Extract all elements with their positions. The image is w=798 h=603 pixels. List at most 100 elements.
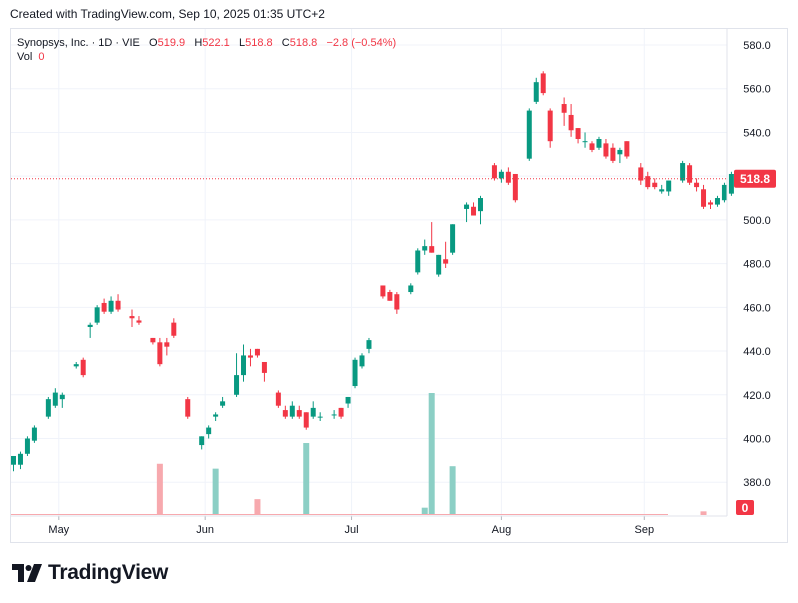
candle-body [282, 410, 288, 417]
price-tick-label: 460.0 [743, 302, 771, 314]
candle-body [680, 163, 686, 181]
change-value: −2.8 (−0.54%) [326, 37, 397, 49]
candle [429, 222, 435, 253]
candle [617, 147, 623, 164]
candle-body [157, 342, 163, 365]
candle [213, 412, 219, 422]
candle-body [429, 246, 435, 253]
candle [31, 425, 37, 443]
candle-body [338, 407, 344, 417]
low-label: L [238, 37, 246, 49]
candle [366, 337, 372, 354]
candle-body [261, 361, 267, 373]
candle [394, 292, 400, 314]
price-tick-label: 500.0 [743, 215, 771, 227]
candle-body [687, 165, 693, 183]
candle [464, 202, 470, 223]
candle [526, 108, 532, 161]
candle [59, 392, 65, 408]
candle [652, 178, 658, 190]
time-tick-label: Sep [634, 524, 654, 536]
candle [275, 390, 281, 408]
chart-legend: Synopsys, Inc. · 1D · VIE O519.9 H522.1 … [17, 36, 396, 64]
price-tick-label: 580.0 [743, 40, 771, 52]
candle [694, 178, 700, 192]
candle [80, 357, 86, 378]
candle [505, 167, 511, 185]
candle [596, 136, 602, 150]
candle-body [568, 114, 574, 131]
candle [171, 318, 177, 338]
candle-body [101, 302, 107, 312]
time-tick-label: Jun [196, 524, 214, 536]
candle-body [694, 182, 700, 188]
candle-body [59, 394, 65, 400]
candle [645, 171, 651, 190]
volume-legend-value: 0 [38, 51, 45, 63]
time-tick-label: Aug [492, 524, 512, 536]
tradingview-logo-text: TradingView [48, 561, 169, 584]
candle [289, 401, 295, 419]
price-tick-label: 480.0 [743, 259, 771, 271]
candle [115, 294, 121, 312]
candle [331, 410, 337, 419]
candle-body [45, 399, 51, 417]
candle-body [721, 184, 727, 201]
candle [87, 322, 93, 338]
candle-body [533, 82, 539, 102]
candle-body [387, 292, 393, 301]
candle-body [345, 396, 351, 404]
candle-body [505, 171, 511, 183]
candle [220, 396, 226, 408]
candle [533, 77, 539, 105]
candle-body [582, 141, 588, 143]
candle-body [708, 202, 713, 205]
candle-body [415, 250, 421, 273]
tradingview-logo-icon [12, 564, 42, 582]
candle [582, 132, 588, 148]
candle-body [471, 206, 477, 216]
candle [241, 344, 247, 382]
candle [45, 396, 51, 419]
candle-body [303, 412, 309, 428]
candle-body [408, 285, 414, 293]
volume-bars [11, 393, 707, 515]
candle-body [164, 342, 170, 347]
candle-body [380, 285, 386, 297]
candle [261, 361, 267, 382]
candle [73, 361, 79, 369]
candle-body [575, 128, 581, 140]
candle [157, 337, 163, 367]
candle [450, 224, 456, 255]
candle [408, 283, 414, 295]
candle-body [394, 294, 400, 310]
candle-body [547, 110, 553, 142]
candle-body [645, 176, 651, 188]
candle-body [24, 438, 30, 454]
candle [666, 180, 672, 196]
candle [701, 184, 707, 209]
volume-bar [156, 463, 163, 515]
candle [512, 173, 518, 203]
last-price-badge: 518.8 [734, 169, 776, 188]
candle-body [498, 171, 504, 179]
candle [206, 425, 212, 439]
candle-body [352, 359, 358, 387]
candle [303, 412, 309, 430]
candle-body [254, 348, 260, 356]
high-value: 522.1 [202, 37, 230, 49]
candle-body [234, 375, 240, 395]
candle [282, 405, 288, 419]
candle-body [129, 316, 135, 319]
candle-body [728, 173, 734, 194]
candle-body [17, 453, 23, 465]
candle-body [150, 337, 156, 343]
candle-body [714, 198, 720, 205]
candle [498, 169, 504, 183]
candle-body [108, 300, 114, 312]
price-tick-label: 380.0 [743, 477, 771, 489]
tradingview-logo[interactable]: TradingView [12, 560, 168, 586]
chart-frame [10, 28, 788, 543]
candle-body [52, 392, 58, 406]
